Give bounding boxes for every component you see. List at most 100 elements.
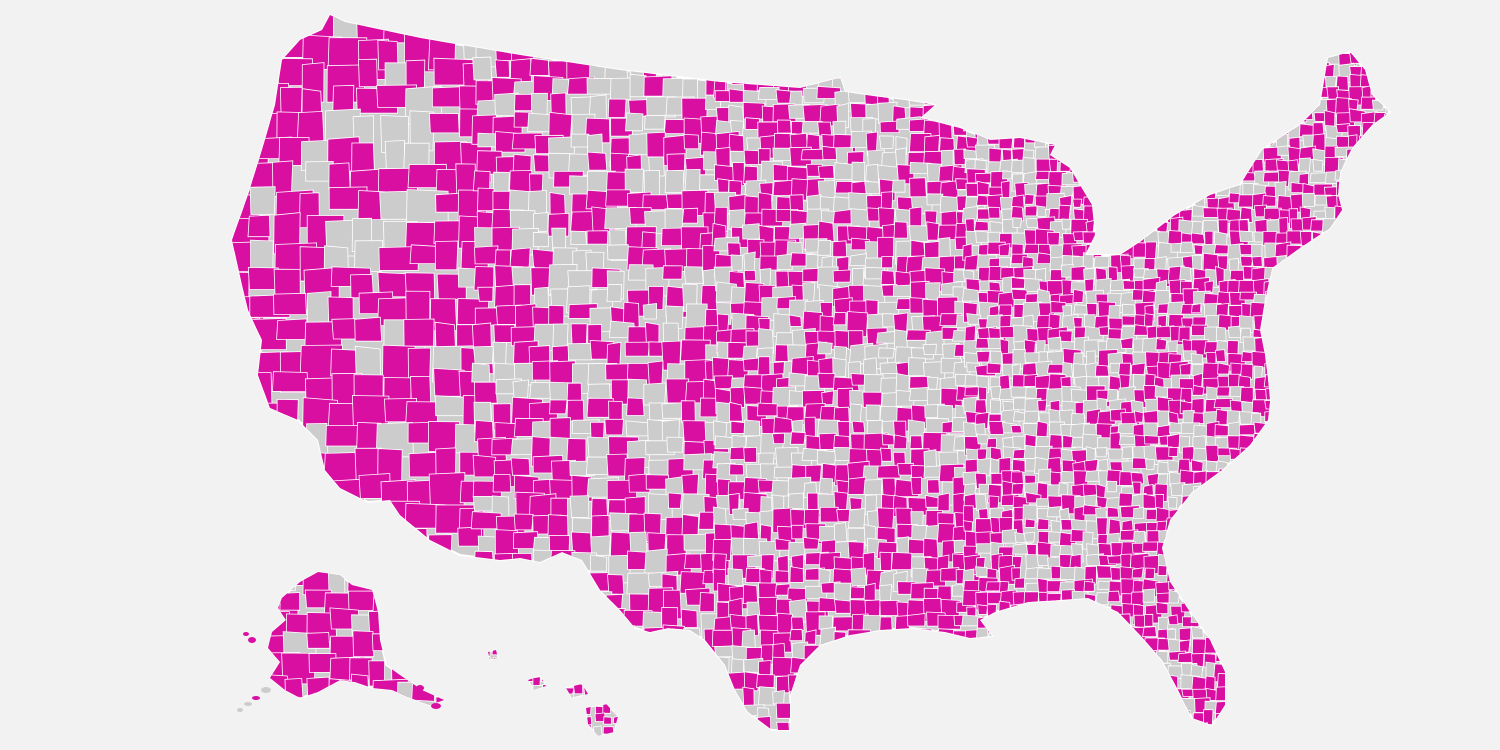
county-cell xyxy=(1035,125,1047,139)
county-cell xyxy=(743,269,757,282)
island-cell xyxy=(533,665,545,676)
county-cell xyxy=(1118,63,1137,82)
county-cell xyxy=(1288,364,1306,379)
county-cell xyxy=(1058,481,1069,496)
county-cell xyxy=(1385,372,1390,387)
county-cell xyxy=(1037,399,1048,412)
county-cell xyxy=(833,689,846,711)
county-cell xyxy=(988,38,1000,50)
county-cell xyxy=(1048,125,1064,138)
island-cell xyxy=(541,664,551,677)
county-cell xyxy=(1360,556,1373,573)
county-cell xyxy=(998,650,1019,668)
county-cell xyxy=(1228,553,1244,574)
county-cell xyxy=(1312,579,1328,590)
county-cell xyxy=(977,208,991,220)
county-cell xyxy=(818,597,838,612)
county-cell xyxy=(1334,397,1353,408)
county-cell xyxy=(1204,87,1218,105)
county-cell xyxy=(1362,243,1383,263)
county-cell xyxy=(1238,194,1255,208)
county-cell xyxy=(1130,471,1145,485)
county-cell xyxy=(955,735,977,748)
county-cell xyxy=(1072,651,1094,670)
county-cell xyxy=(1298,291,1318,304)
county-cell xyxy=(1120,134,1136,148)
county-cell xyxy=(999,687,1010,701)
county-cell xyxy=(966,649,986,669)
county-cell xyxy=(925,703,945,719)
county-cell xyxy=(1166,73,1179,84)
county-cell xyxy=(1384,617,1390,629)
county-cell xyxy=(1347,555,1363,576)
island-cell xyxy=(523,694,533,703)
county-cell xyxy=(1254,447,1266,467)
county-cell xyxy=(626,397,645,416)
island-cell xyxy=(544,725,553,736)
county-cell xyxy=(791,419,804,433)
county-cell xyxy=(807,692,821,707)
county-cell xyxy=(1253,506,1269,528)
county-cell xyxy=(1130,700,1150,715)
county-cell xyxy=(586,77,613,95)
county-cell xyxy=(977,687,1000,708)
county-cell xyxy=(1358,614,1376,632)
county-cell xyxy=(1119,122,1139,134)
county-cell xyxy=(925,73,947,98)
county-cell xyxy=(662,265,683,280)
island-cell xyxy=(564,715,577,725)
county-cell xyxy=(1024,84,1046,102)
county-cell xyxy=(471,362,491,383)
county-cell xyxy=(1178,170,1194,189)
county-cell xyxy=(1035,76,1048,96)
county-cell xyxy=(1314,242,1329,255)
county-cell xyxy=(977,64,991,77)
county-cell xyxy=(789,690,805,714)
county-cell xyxy=(1228,100,1249,111)
county-cell xyxy=(1012,638,1023,650)
county-cell xyxy=(1382,301,1390,321)
county-cell xyxy=(817,164,835,179)
county-cell xyxy=(1095,39,1111,53)
county-cell xyxy=(758,452,775,466)
county-cell xyxy=(1372,556,1386,577)
county-cell xyxy=(1108,615,1125,633)
island-cell xyxy=(551,705,564,715)
county-cell xyxy=(1120,652,1134,663)
county-cell xyxy=(1096,206,1117,226)
island-cell xyxy=(594,737,603,746)
county-cell xyxy=(1382,722,1390,730)
county-cell xyxy=(1002,53,1013,73)
county-cell xyxy=(1096,195,1115,206)
county-cell xyxy=(1085,712,1105,729)
county-cell xyxy=(977,110,990,129)
island-cell xyxy=(582,650,593,657)
county-cell xyxy=(1120,86,1136,100)
county-cell xyxy=(974,423,986,436)
county-cell xyxy=(1109,711,1130,729)
county-cell xyxy=(818,477,834,496)
county-cell xyxy=(1106,638,1125,653)
county-cell xyxy=(1180,494,1202,515)
county-cell xyxy=(232,37,252,81)
county-cell xyxy=(1324,387,1341,404)
county-cell xyxy=(1195,733,1208,749)
county-cell xyxy=(1286,375,1308,394)
county-cell xyxy=(1205,74,1219,88)
county-cell xyxy=(1386,231,1390,252)
county-cell xyxy=(1213,36,1230,53)
county-cell xyxy=(1096,74,1111,90)
county-cell xyxy=(1348,328,1359,343)
county-cell xyxy=(1287,73,1307,84)
county-cell xyxy=(1059,36,1076,49)
county-cell xyxy=(1323,638,1341,651)
county-cell xyxy=(1011,722,1026,730)
county-cell xyxy=(532,231,549,248)
county-cell xyxy=(1311,373,1322,393)
county-cell xyxy=(1214,112,1233,124)
county-cell xyxy=(1274,648,1293,664)
county-cell xyxy=(1071,98,1093,112)
county-cell xyxy=(1311,387,1325,401)
county-cell xyxy=(1166,674,1179,693)
county-cell xyxy=(1061,218,1072,230)
